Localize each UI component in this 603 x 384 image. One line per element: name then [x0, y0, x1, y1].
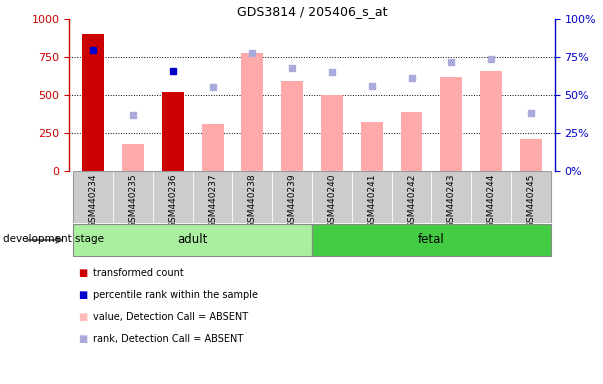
Bar: [400, 112, 423, 171]
Text: GSM440242: GSM440242: [407, 174, 416, 228]
Text: fetal: fetal: [418, 233, 445, 246]
Bar: [122, 144, 144, 171]
Bar: [321, 95, 343, 171]
Bar: [74, 224, 312, 256]
Bar: [82, 35, 104, 171]
Text: transformed count: transformed count: [93, 268, 184, 278]
Bar: [312, 171, 352, 223]
Bar: [391, 171, 431, 223]
Text: ■: ■: [78, 268, 87, 278]
Bar: [361, 122, 383, 171]
Bar: [273, 171, 312, 223]
Text: GSM440244: GSM440244: [487, 174, 496, 228]
Text: GSM440241: GSM440241: [367, 174, 376, 228]
Bar: [352, 171, 391, 223]
Bar: [113, 171, 153, 223]
Bar: [471, 171, 511, 223]
Bar: [312, 224, 551, 256]
Text: ■: ■: [78, 334, 87, 344]
Bar: [281, 81, 303, 171]
Text: GSM440245: GSM440245: [526, 174, 535, 228]
Text: ■: ■: [78, 290, 87, 300]
Text: GSM440239: GSM440239: [288, 174, 297, 228]
Bar: [431, 171, 471, 223]
Text: GSM440237: GSM440237: [208, 174, 217, 228]
Bar: [440, 77, 463, 171]
Bar: [511, 171, 551, 223]
Bar: [201, 124, 224, 171]
Text: GSM440243: GSM440243: [447, 174, 456, 228]
Bar: [233, 171, 273, 223]
Text: GSM440235: GSM440235: [128, 174, 137, 228]
Text: value, Detection Call = ABSENT: value, Detection Call = ABSENT: [93, 312, 248, 322]
Text: ■: ■: [78, 312, 87, 322]
Bar: [241, 53, 264, 171]
Title: GDS3814 / 205406_s_at: GDS3814 / 205406_s_at: [237, 5, 387, 18]
Bar: [193, 171, 233, 223]
Text: GSM440238: GSM440238: [248, 174, 257, 228]
Text: adult: adult: [177, 233, 208, 246]
Bar: [153, 171, 193, 223]
Bar: [520, 139, 542, 171]
Text: GSM440240: GSM440240: [327, 174, 336, 228]
Bar: [480, 71, 502, 171]
Text: development stage: development stage: [3, 234, 104, 244]
Text: GSM440234: GSM440234: [89, 174, 98, 228]
Text: rank, Detection Call = ABSENT: rank, Detection Call = ABSENT: [93, 334, 244, 344]
Text: percentile rank within the sample: percentile rank within the sample: [93, 290, 259, 300]
Text: GSM440236: GSM440236: [168, 174, 177, 228]
Bar: [162, 92, 184, 171]
Bar: [74, 171, 113, 223]
